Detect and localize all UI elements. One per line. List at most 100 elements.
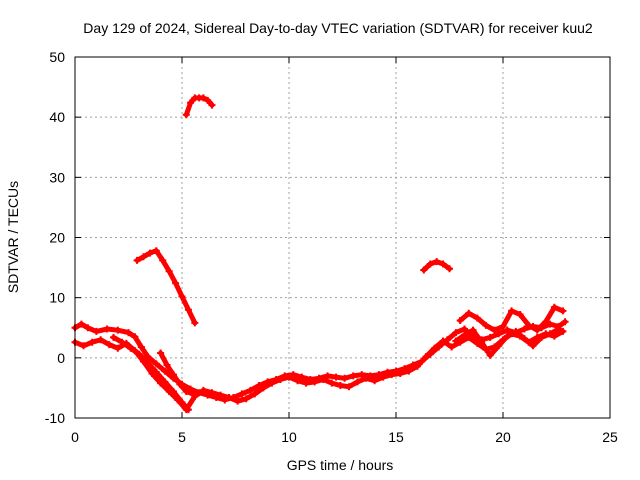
data-point [199, 386, 207, 394]
data-point [349, 372, 357, 380]
series-mid-arc [134, 248, 198, 326]
data-point [345, 383, 353, 391]
data-point [84, 324, 92, 332]
data-point [178, 292, 186, 300]
data-point [191, 319, 199, 327]
data-point [125, 329, 132, 337]
data-point [405, 367, 413, 375]
data-point [512, 327, 520, 335]
y-tick-label: 30 [49, 169, 65, 185]
data-point [88, 338, 96, 346]
y-tick-label: 20 [49, 230, 65, 246]
data-point [469, 326, 477, 334]
data-point [422, 353, 430, 361]
data-point [146, 249, 154, 257]
data-point [161, 378, 169, 386]
series-branch-steep-a [111, 334, 191, 413]
data-point [431, 344, 439, 352]
data-point [426, 260, 434, 268]
data-point [503, 326, 511, 334]
data-point [420, 266, 428, 274]
x-axis-label: GPS time / hours [287, 457, 394, 473]
series-layer [71, 94, 569, 414]
data-point [508, 307, 516, 315]
data-point [217, 391, 225, 399]
series-baseline-b [72, 328, 566, 413]
x-ticks: 0 5 10 15 20 25 [71, 57, 618, 445]
data-point [559, 307, 567, 315]
data-point [495, 330, 503, 338]
data-point [439, 337, 447, 345]
data-point [246, 386, 254, 394]
data-point [533, 326, 541, 334]
data-point [127, 344, 135, 352]
data-point [371, 377, 379, 385]
data-point [448, 343, 456, 351]
y-axis-label: SDTVAR / TECUs [5, 181, 21, 293]
data-point [460, 331, 468, 339]
data-point [433, 258, 441, 266]
data-point [311, 378, 319, 386]
data-point [525, 321, 533, 329]
data-point [328, 379, 336, 387]
data-point [499, 323, 507, 331]
data-point [516, 311, 524, 319]
data-point [182, 111, 190, 119]
data-point [152, 360, 160, 368]
data-point [97, 336, 105, 344]
data-point [332, 373, 340, 381]
y-tick-label: 50 [49, 49, 65, 65]
data-point [144, 353, 152, 361]
data-point [478, 338, 486, 346]
data-point [255, 382, 263, 390]
data-point [358, 371, 366, 379]
x-tick-label: 25 [602, 429, 618, 445]
data-point [465, 309, 473, 317]
data-point [490, 326, 498, 334]
data-point [319, 375, 327, 383]
data-point [189, 390, 197, 398]
data-point [163, 361, 171, 369]
data-point [486, 351, 494, 359]
data-point [439, 260, 447, 268]
data-point [159, 256, 167, 264]
data-point [452, 329, 460, 337]
data-point [520, 335, 528, 343]
data-point [503, 332, 511, 340]
x-tick-label: 15 [388, 429, 404, 445]
data-point [184, 406, 192, 414]
grid [75, 57, 610, 418]
y-tick-label: 40 [49, 109, 65, 125]
data-point [324, 372, 332, 380]
data-point [460, 325, 468, 333]
data-point [242, 395, 250, 403]
data-point [114, 326, 122, 334]
data-point [165, 267, 173, 275]
data-point [204, 96, 212, 104]
data-point [182, 388, 190, 396]
x-tick-label: 10 [281, 429, 297, 445]
data-point [144, 359, 152, 367]
data-point [208, 389, 216, 397]
data-point [176, 380, 184, 388]
data-point [208, 101, 216, 109]
data-point [302, 379, 310, 387]
data-point [251, 390, 259, 398]
data-point [486, 333, 494, 341]
data-point [388, 371, 396, 379]
data-point [396, 369, 404, 377]
data-point [542, 318, 550, 326]
data-point [446, 265, 453, 273]
data-point [276, 375, 284, 383]
data-point [550, 303, 558, 311]
data-point [259, 384, 267, 392]
data-point [161, 367, 169, 375]
data-point [555, 325, 563, 333]
y-tick-label: -10 [45, 410, 65, 426]
data-point [413, 362, 421, 370]
data-point [137, 343, 145, 351]
data-point [178, 398, 186, 406]
data-point [546, 320, 554, 328]
data-point [184, 306, 192, 314]
data-point [495, 342, 503, 350]
